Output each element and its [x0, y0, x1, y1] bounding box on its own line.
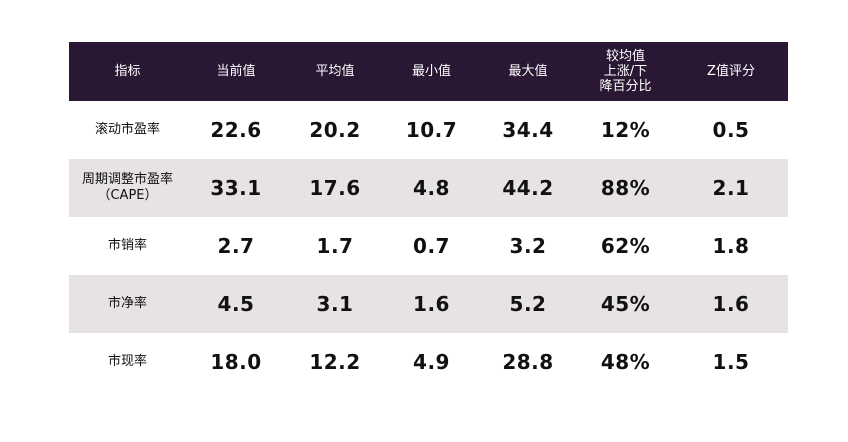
- cell-min: 4.9: [413, 350, 450, 374]
- table-row: 周期调整市盈率 （CAPE） 33.1 17.6 4.8 44.2 88% 2.…: [69, 159, 788, 217]
- cell-min: 1.6: [413, 292, 450, 316]
- cell-pct: 88%: [600, 176, 651, 200]
- cell-z: 1.8: [712, 234, 750, 258]
- cell-current: 4.5: [217, 292, 255, 316]
- header-current: 当前值: [216, 64, 256, 79]
- cell-max: 5.2: [509, 292, 547, 316]
- cell-max: 34.4: [502, 118, 554, 142]
- header-min: 最小值: [411, 64, 451, 79]
- row-name: 滚动市盈率: [94, 122, 160, 137]
- cell-max: 28.8: [502, 350, 554, 374]
- row-name: 市净率: [107, 296, 147, 311]
- cell-pct: 45%: [600, 292, 651, 316]
- cell-min: 4.8: [413, 176, 450, 200]
- cell-mean: 20.2: [309, 118, 361, 142]
- cell-mean: 1.7: [316, 234, 354, 258]
- cell-pct: 62%: [600, 234, 651, 258]
- cell-current: 2.7: [217, 234, 255, 258]
- cell-pct: 12%: [600, 118, 651, 142]
- cell-current: 18.0: [210, 350, 262, 374]
- valuation-table: 指标 当前值 平均值 最小值 最大值 较均值 上涨/下 降百分比 Z值评分 滚动…: [69, 42, 788, 391]
- cell-current: 22.6: [210, 118, 262, 142]
- header-max: 最大值: [508, 64, 548, 79]
- cell-pct: 48%: [600, 350, 651, 374]
- cell-min: 10.7: [405, 118, 458, 142]
- header-z-score: Z值评分: [707, 64, 755, 79]
- row-name: 市现率: [107, 354, 147, 369]
- cell-max: 44.2: [502, 176, 554, 200]
- header-indicator: 指标: [114, 64, 141, 79]
- table-row: 市净率 4.5 3.1 1.6 5.2 45% 1.6: [69, 275, 788, 333]
- table-header: 指标 当前值 平均值 最小值 最大值 较均值 上涨/下 降百分比 Z值评分: [69, 42, 788, 101]
- cell-z: 2.1: [712, 176, 750, 200]
- cell-current: 33.1: [210, 176, 262, 200]
- cell-mean: 12.2: [309, 350, 361, 374]
- row-name: 市销率: [107, 238, 147, 253]
- header-mean: 平均值: [315, 64, 355, 79]
- cell-z: 0.5: [712, 118, 750, 142]
- cell-mean: 3.1: [316, 292, 354, 316]
- cell-z: 1.5: [712, 350, 750, 374]
- cell-mean: 17.6: [309, 176, 361, 200]
- table-row: 市销率 2.7 1.7 0.7 3.2 62% 1.8: [69, 217, 788, 275]
- table-row: 滚动市盈率 22.6 20.2 10.7 34.4 12% 0.5: [69, 101, 788, 159]
- header-pct-vs-mean: 较均值 上涨/下 降百分比: [599, 49, 652, 94]
- cell-z: 1.6: [712, 292, 750, 316]
- table-row: 市现率 18.0 12.2 4.9 28.8 48% 1.5: [69, 333, 788, 391]
- cell-min: 0.7: [413, 234, 450, 258]
- cell-max: 3.2: [509, 234, 547, 258]
- row-name: 周期调整市盈率 （CAPE）: [81, 172, 173, 203]
